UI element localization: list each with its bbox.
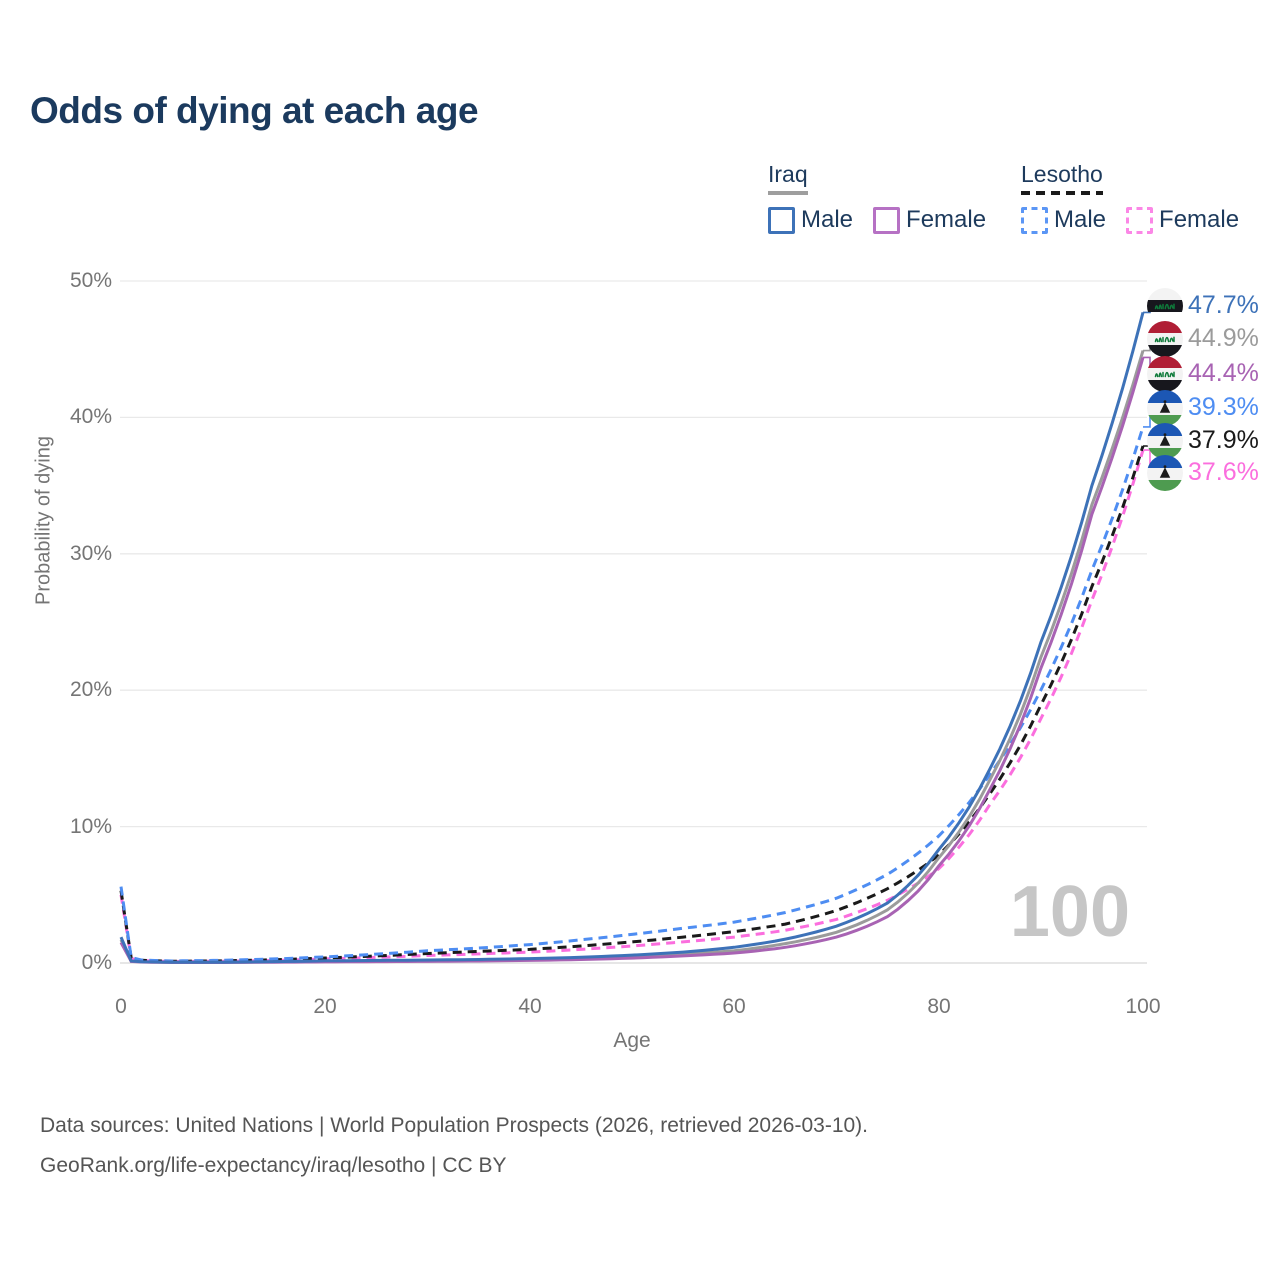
legend-item-lesotho-female[interactable]: Female	[1126, 206, 1239, 234]
legend-label-lesotho-male[interactable]: Male	[1054, 206, 1107, 233]
legend-label-lesotho-female[interactable]: Female	[1159, 206, 1240, 233]
series-line-lesotho_female	[119, 449, 1145, 964]
legend-group-lesotho: Lesotho Male Female	[1021, 161, 1239, 234]
y-tick-10: 10%	[69, 815, 112, 838]
iraq-flag-icon	[1147, 320, 1183, 357]
iraq-flag-icon	[1147, 355, 1183, 392]
gridlines	[120, 280, 1147, 964]
x-tick-20: 20	[313, 995, 337, 1018]
legend-header-lesotho: Lesotho	[1021, 161, 1103, 195]
x-tick-0: 0	[115, 995, 127, 1018]
end-value-lesotho-female: 37.6%	[1188, 458, 1259, 486]
end-value-lesotho-both: 37.9%	[1188, 426, 1259, 454]
legend-item-iraq-male[interactable]: Male	[768, 206, 853, 234]
legend-swatch-lesotho-male[interactable]	[1021, 206, 1048, 234]
legend-swatch-iraq-male[interactable]	[768, 206, 795, 234]
end-label-lesotho_female: 37.6%	[1147, 454, 1259, 491]
footer: Data sources: United Nations | World Pop…	[40, 1106, 868, 1186]
legend-group-iraq: Iraq Male Female	[768, 161, 986, 234]
legend-country-lesotho: Lesotho	[1021, 161, 1103, 187]
lesotho-flag-icon	[1147, 454, 1183, 491]
x-axis-title: Age	[613, 1029, 651, 1052]
end-label-iraq_both: 44.9%	[1147, 320, 1259, 357]
footer-attribution: GeoRank.org/life-expectancy/iraq/lesotho…	[40, 1154, 507, 1177]
legend-label-iraq-male[interactable]: Male	[801, 206, 854, 233]
legend-items-lesotho: Male Female	[1021, 206, 1239, 234]
x-tick-100: 100	[1125, 995, 1161, 1018]
legend-country-iraq: Iraq	[768, 161, 808, 187]
legend-header-iraq: Iraq	[768, 161, 808, 195]
x-tick-60: 60	[722, 995, 746, 1018]
legend-label-iraq-female[interactable]: Female	[906, 206, 987, 233]
lesotho-flag-icon	[1147, 422, 1183, 459]
series-line-iraq_both	[119, 350, 1145, 964]
legend-underline-iraq	[768, 191, 808, 195]
y-tick-50: 50%	[69, 269, 112, 292]
series-line-iraq_male	[119, 312, 1145, 964]
footer-sources: Data sources: United Nations | World Pop…	[40, 1114, 869, 1137]
end-value-lesotho-male: 39.3%	[1188, 393, 1259, 421]
y-tick-20: 20%	[69, 678, 112, 701]
iraq-flag-icon	[1147, 287, 1183, 324]
age-indicator: 100	[1009, 872, 1130, 952]
series-line-iraq_female	[119, 356, 1145, 964]
end-value-iraq-female: 44.4%	[1188, 359, 1259, 387]
y-tick-0: 0%	[81, 951, 112, 974]
x-tick-40: 40	[518, 995, 542, 1018]
legend-swatch-lesotho-female[interactable]	[1126, 206, 1154, 234]
end-value-iraq-male: 47.7%	[1188, 291, 1259, 319]
legend-underline-lesotho	[1021, 191, 1103, 195]
y-tick-30: 30%	[69, 542, 112, 565]
x-tick-80: 80	[927, 995, 951, 1018]
end-label-lesotho_both: 37.9%	[1147, 422, 1259, 459]
legend-swatch-iraq-female[interactable]	[873, 206, 901, 234]
y-tick-40: 40%	[69, 405, 112, 428]
end-label-iraq_female: 44.4%	[1147, 355, 1259, 392]
end-value-iraq-both: 44.9%	[1188, 324, 1259, 352]
page-title: Odds of dying at each age	[30, 90, 479, 131]
end-label-iraq_male: 47.7%	[1147, 287, 1259, 324]
legend-item-iraq-female[interactable]: Female	[873, 206, 986, 234]
end-label-lesotho_male: 39.3%	[1147, 389, 1259, 426]
lesotho-flag-icon	[1147, 389, 1183, 426]
legend-items-iraq: Male Female	[768, 206, 986, 234]
legend-item-lesotho-male[interactable]: Male	[1021, 206, 1106, 234]
series-lines	[119, 312, 1145, 964]
y-axis-title: Probability of dying	[32, 436, 55, 605]
